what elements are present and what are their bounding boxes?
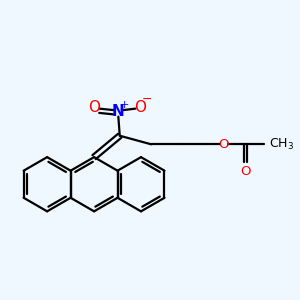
Text: N: N (112, 104, 125, 119)
Text: CH$_3$: CH$_3$ (269, 137, 294, 152)
Text: O: O (219, 138, 229, 151)
Text: +: + (120, 100, 129, 110)
Text: −: − (142, 93, 153, 106)
Text: O: O (241, 165, 251, 178)
Text: O: O (134, 100, 146, 115)
Text: O: O (88, 100, 100, 115)
